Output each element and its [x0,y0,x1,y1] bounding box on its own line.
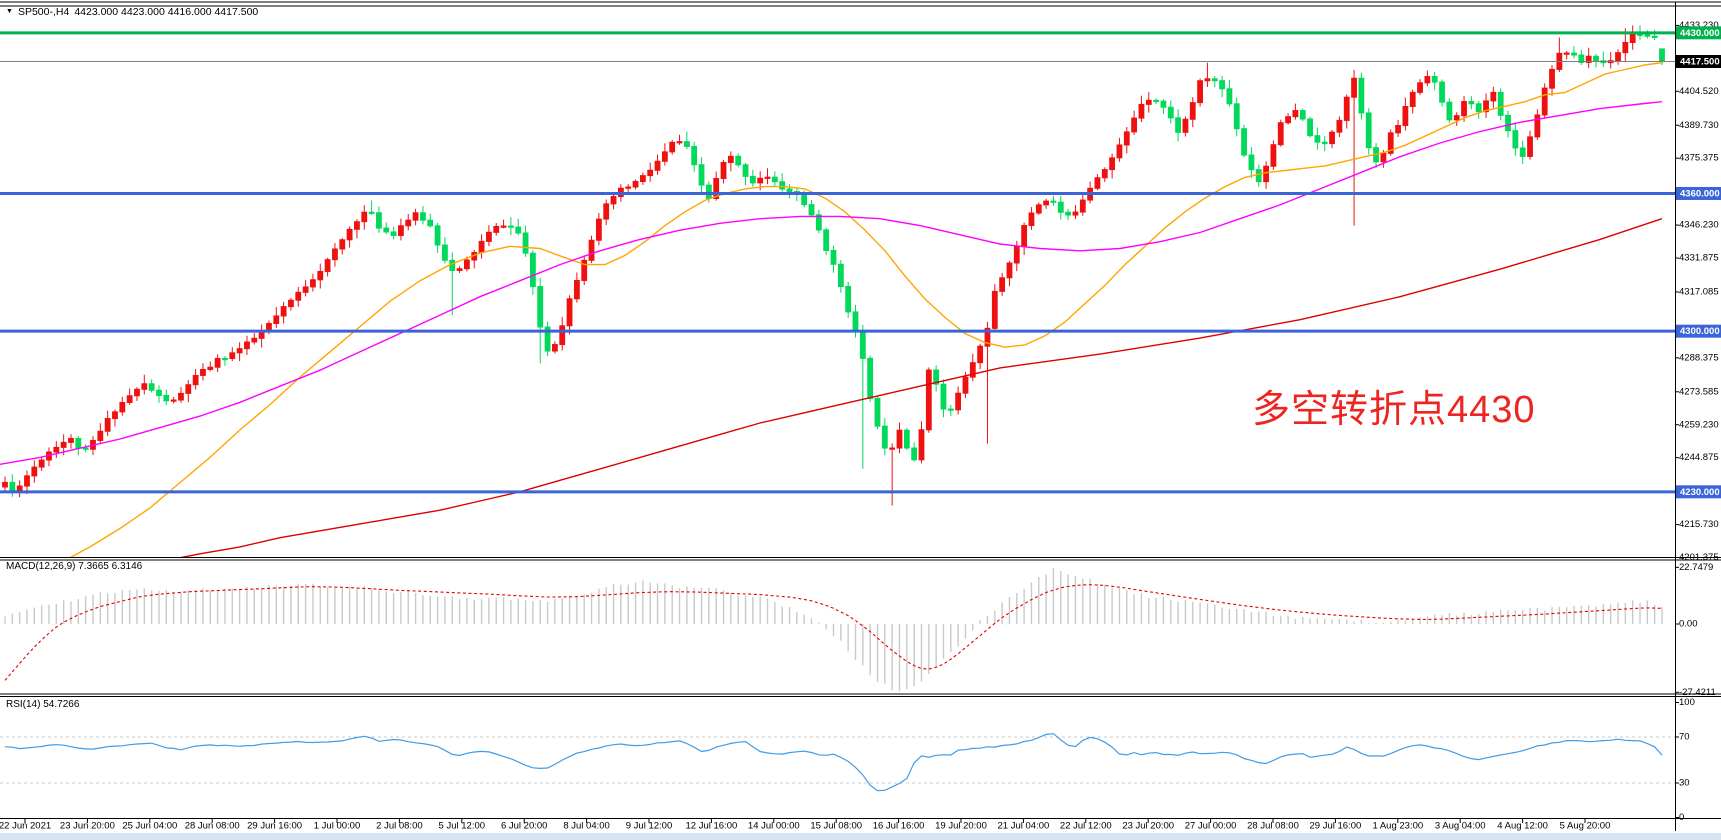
svg-text:12 Jul 16:00: 12 Jul 16:00 [686,821,738,832]
svg-text:0.00: 0.00 [1679,619,1698,630]
rsi-name: RSI(14) [6,699,41,710]
svg-text:16 Jul 16:00: 16 Jul 16:00 [873,821,925,832]
svg-text:4273.585: 4273.585 [1679,386,1719,397]
svg-text:27 Jul 00:00: 27 Jul 00:00 [1185,821,1237,832]
svg-text:28 Jun 08:00: 28 Jun 08:00 [185,821,240,832]
svg-text:1 Aug 23:00: 1 Aug 23:00 [1372,821,1423,832]
svg-text:4201.375: 4201.375 [1679,552,1719,563]
svg-text:19 Jul 20:00: 19 Jul 20:00 [935,821,987,832]
svg-text:29 Jul 16:00: 29 Jul 16:00 [1310,821,1362,832]
svg-text:22 Jun 2021: 22 Jun 2021 [0,821,51,832]
svg-text:4331.875: 4331.875 [1679,253,1719,264]
svg-text:4346.230: 4346.230 [1679,220,1719,231]
svg-text:4244.875: 4244.875 [1679,452,1719,463]
macd-values: 7.3665 6.3146 [78,561,143,572]
svg-text:23 Jun 20:00: 23 Jun 20:00 [60,821,115,832]
symbol-quote-line[interactable]: ▼ SP500-,H4 4423.000 4423.000 4416.000 4… [6,6,258,18]
rsi-indicator-label: RSI(14) 54.7266 [6,699,79,710]
symbol-period-label: SP500-,H4 [17,6,70,18]
svg-text:-27.4211: -27.4211 [1679,687,1716,698]
svg-text:70: 70 [1679,732,1690,743]
macd-name: MACD(12,26,9) [6,561,76,572]
svg-text:4288.375: 4288.375 [1679,352,1719,363]
svg-text:15 Jul 08:00: 15 Jul 08:00 [810,821,862,832]
svg-text:0: 0 [1679,812,1684,823]
svg-text:4317.085: 4317.085 [1679,286,1719,297]
trade-annotation-text: 多空转折点4430 [1252,389,1536,431]
svg-text:22 Jul 12:00: 22 Jul 12:00 [1060,821,1112,832]
svg-text:4360.000: 4360.000 [1680,188,1720,199]
svg-text:4433.230: 4433.230 [1679,20,1719,31]
price-axis[interactable] [1675,0,1721,818]
svg-text:5 Aug 20:00: 5 Aug 20:00 [1560,821,1611,832]
svg-text:5 Jul 12:00: 5 Jul 12:00 [439,821,485,832]
svg-text:4300.000: 4300.000 [1680,326,1720,337]
svg-text:25 Jun 04:00: 25 Jun 04:00 [122,821,177,832]
svg-text:1 Jul 00:00: 1 Jul 00:00 [314,821,360,832]
svg-text:23 Jul 20:00: 23 Jul 20:00 [1122,821,1174,832]
ohlc-values: 4423.000 4423.000 4416.000 4417.500 [74,6,259,18]
svg-text:4404.520: 4404.520 [1679,86,1719,97]
time-axis[interactable] [0,818,1721,833]
svg-text:6 Jul 20:00: 6 Jul 20:00 [501,821,547,832]
rsi-values: 54.7266 [43,699,80,710]
svg-text:9 Jul 12:00: 9 Jul 12:00 [626,821,672,832]
svg-text:14 Jul 00:00: 14 Jul 00:00 [748,821,800,832]
svg-text:4259.230: 4259.230 [1679,419,1719,430]
svg-text:4230.000: 4230.000 [1680,487,1720,498]
svg-text:28 Jul 08:00: 28 Jul 08:00 [1247,821,1299,832]
svg-text:21 Jul 04:00: 21 Jul 04:00 [998,821,1050,832]
svg-text:29 Jun 16:00: 29 Jun 16:00 [247,821,302,832]
svg-text:8 Jul 04:00: 8 Jul 04:00 [563,821,609,832]
svg-text:2 Jul 08:00: 2 Jul 08:00 [376,821,422,832]
macd-indicator-label: MACD(12,26,9) 7.3665 6.3146 [6,561,142,572]
svg-text:4430.000: 4430.000 [1680,28,1720,39]
svg-text:4215.730: 4215.730 [1679,519,1719,530]
svg-text:100: 100 [1679,697,1695,708]
price-chart-panel[interactable] [0,7,1675,557]
svg-text:4417.500: 4417.500 [1680,57,1720,68]
svg-text:30: 30 [1679,778,1690,789]
rsi-panel[interactable] [0,697,1675,818]
chevron-down-icon[interactable]: ▼ [6,8,13,15]
svg-text:4389.730: 4389.730 [1679,120,1719,131]
macd-panel[interactable] [0,561,1675,693]
svg-text:22.7479: 22.7479 [1679,562,1713,573]
svg-text:4375.375: 4375.375 [1679,153,1719,164]
svg-text:3 Aug 04:00: 3 Aug 04:00 [1435,821,1486,832]
svg-text:4 Aug 12:00: 4 Aug 12:00 [1497,821,1548,832]
